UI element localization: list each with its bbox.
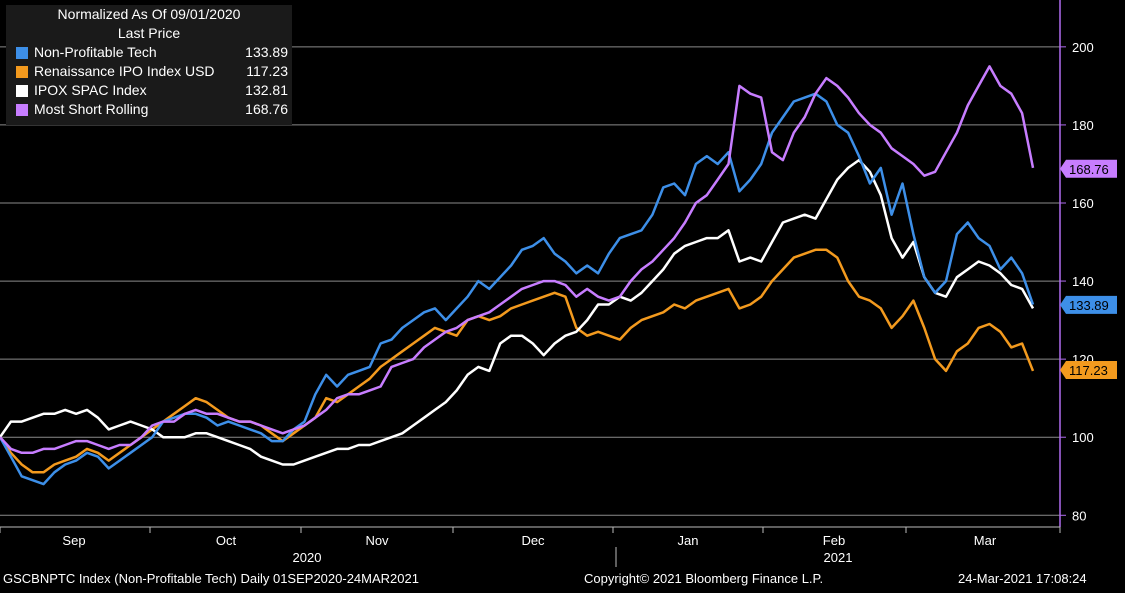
- legend-item-ipox-spac: IPOX SPAC Index 132.81: [6, 81, 292, 100]
- footer-copyright: Copyright© 2021 Bloomberg Finance L.P.: [584, 571, 824, 586]
- value-tag-box: [1060, 360, 1117, 379]
- x-tick-label: Sep: [62, 533, 85, 548]
- legend-item-label: IPOX SPAC Index: [34, 82, 147, 98]
- y-tick-label: 180: [1072, 118, 1094, 133]
- series-line-most-short-rolling: [0, 65, 1035, 455]
- legend-item-value: 133.89: [245, 44, 288, 60]
- footer-timestamp: 24-Mar-2021 17:08:24: [958, 571, 1087, 586]
- legend-swatch: [16, 103, 28, 116]
- x-tick-label: Jan: [678, 533, 699, 548]
- legend-swatch: [16, 46, 28, 59]
- legend-swatch: [16, 84, 28, 97]
- y-tick-label: 200: [1072, 40, 1094, 55]
- series-lines: [0, 65, 1035, 486]
- value-tag-label: 117.23: [1069, 363, 1108, 378]
- x-tick-label: Feb: [823, 533, 845, 548]
- value-tag-label: 168.76: [1069, 162, 1109, 177]
- legend-item-label: Non-Profitable Tech: [34, 44, 157, 60]
- legend-item-non-profitable-tech: Non-Profitable Tech 133.89: [6, 43, 292, 62]
- value-tag-box: [1060, 295, 1117, 314]
- x-tick-label: Oct: [216, 533, 237, 548]
- legend-item-value: 168.76: [245, 101, 288, 117]
- legend-item-renaissance-ipo: Renaissance IPO Index USD 117.23: [6, 62, 292, 81]
- legend-item-most-short-rolling: Most Short Rolling 168.76: [6, 100, 292, 119]
- legend-item-value: 117.23: [246, 63, 288, 79]
- x-tick-label: Nov: [365, 533, 389, 548]
- legend-swatch: [16, 65, 28, 78]
- value-tag-box: [1060, 159, 1117, 178]
- series-line-non-profitable-tech: [0, 92, 1035, 486]
- value-tag: 168.76: [1060, 159, 1117, 178]
- y-tick-label: 140: [1072, 274, 1094, 289]
- value-tag: 117.23: [1060, 360, 1117, 379]
- legend-item-value: 132.81: [245, 82, 288, 98]
- footer-ticker-info: GSCBNPTC Index (Non-Profitable Tech) Dai…: [3, 571, 419, 586]
- y-tick-label: 160: [1072, 196, 1094, 211]
- year-label: 2020: [293, 550, 322, 565]
- footer-bar: GSCBNPTC Index (Non-Profitable Tech) Dai…: [0, 569, 1125, 593]
- value-tags: 168.76 133.89 117.23: [1060, 159, 1117, 379]
- legend-item-label: Renaissance IPO Index USD: [34, 63, 215, 79]
- year-label: 2021: [824, 550, 853, 565]
- legend-item-label: Most Short Rolling: [34, 101, 149, 117]
- x-tick-label: Dec: [521, 533, 545, 548]
- value-tag: 133.89: [1060, 295, 1117, 314]
- x-tick-label: Mar: [974, 533, 997, 548]
- series-line-renaissance-ipo-index-usd: [0, 248, 1035, 474]
- legend-subtitle: Last Price: [117, 25, 181, 41]
- y-tick-label: 80: [1072, 508, 1086, 523]
- legend-title: Normalized As Of 09/01/2020: [57, 6, 241, 22]
- y-tick-label: 100: [1072, 430, 1094, 445]
- value-tag-label: 133.89: [1069, 298, 1109, 313]
- legend: Normalized As Of 09/01/2020 Last Price N…: [6, 5, 292, 125]
